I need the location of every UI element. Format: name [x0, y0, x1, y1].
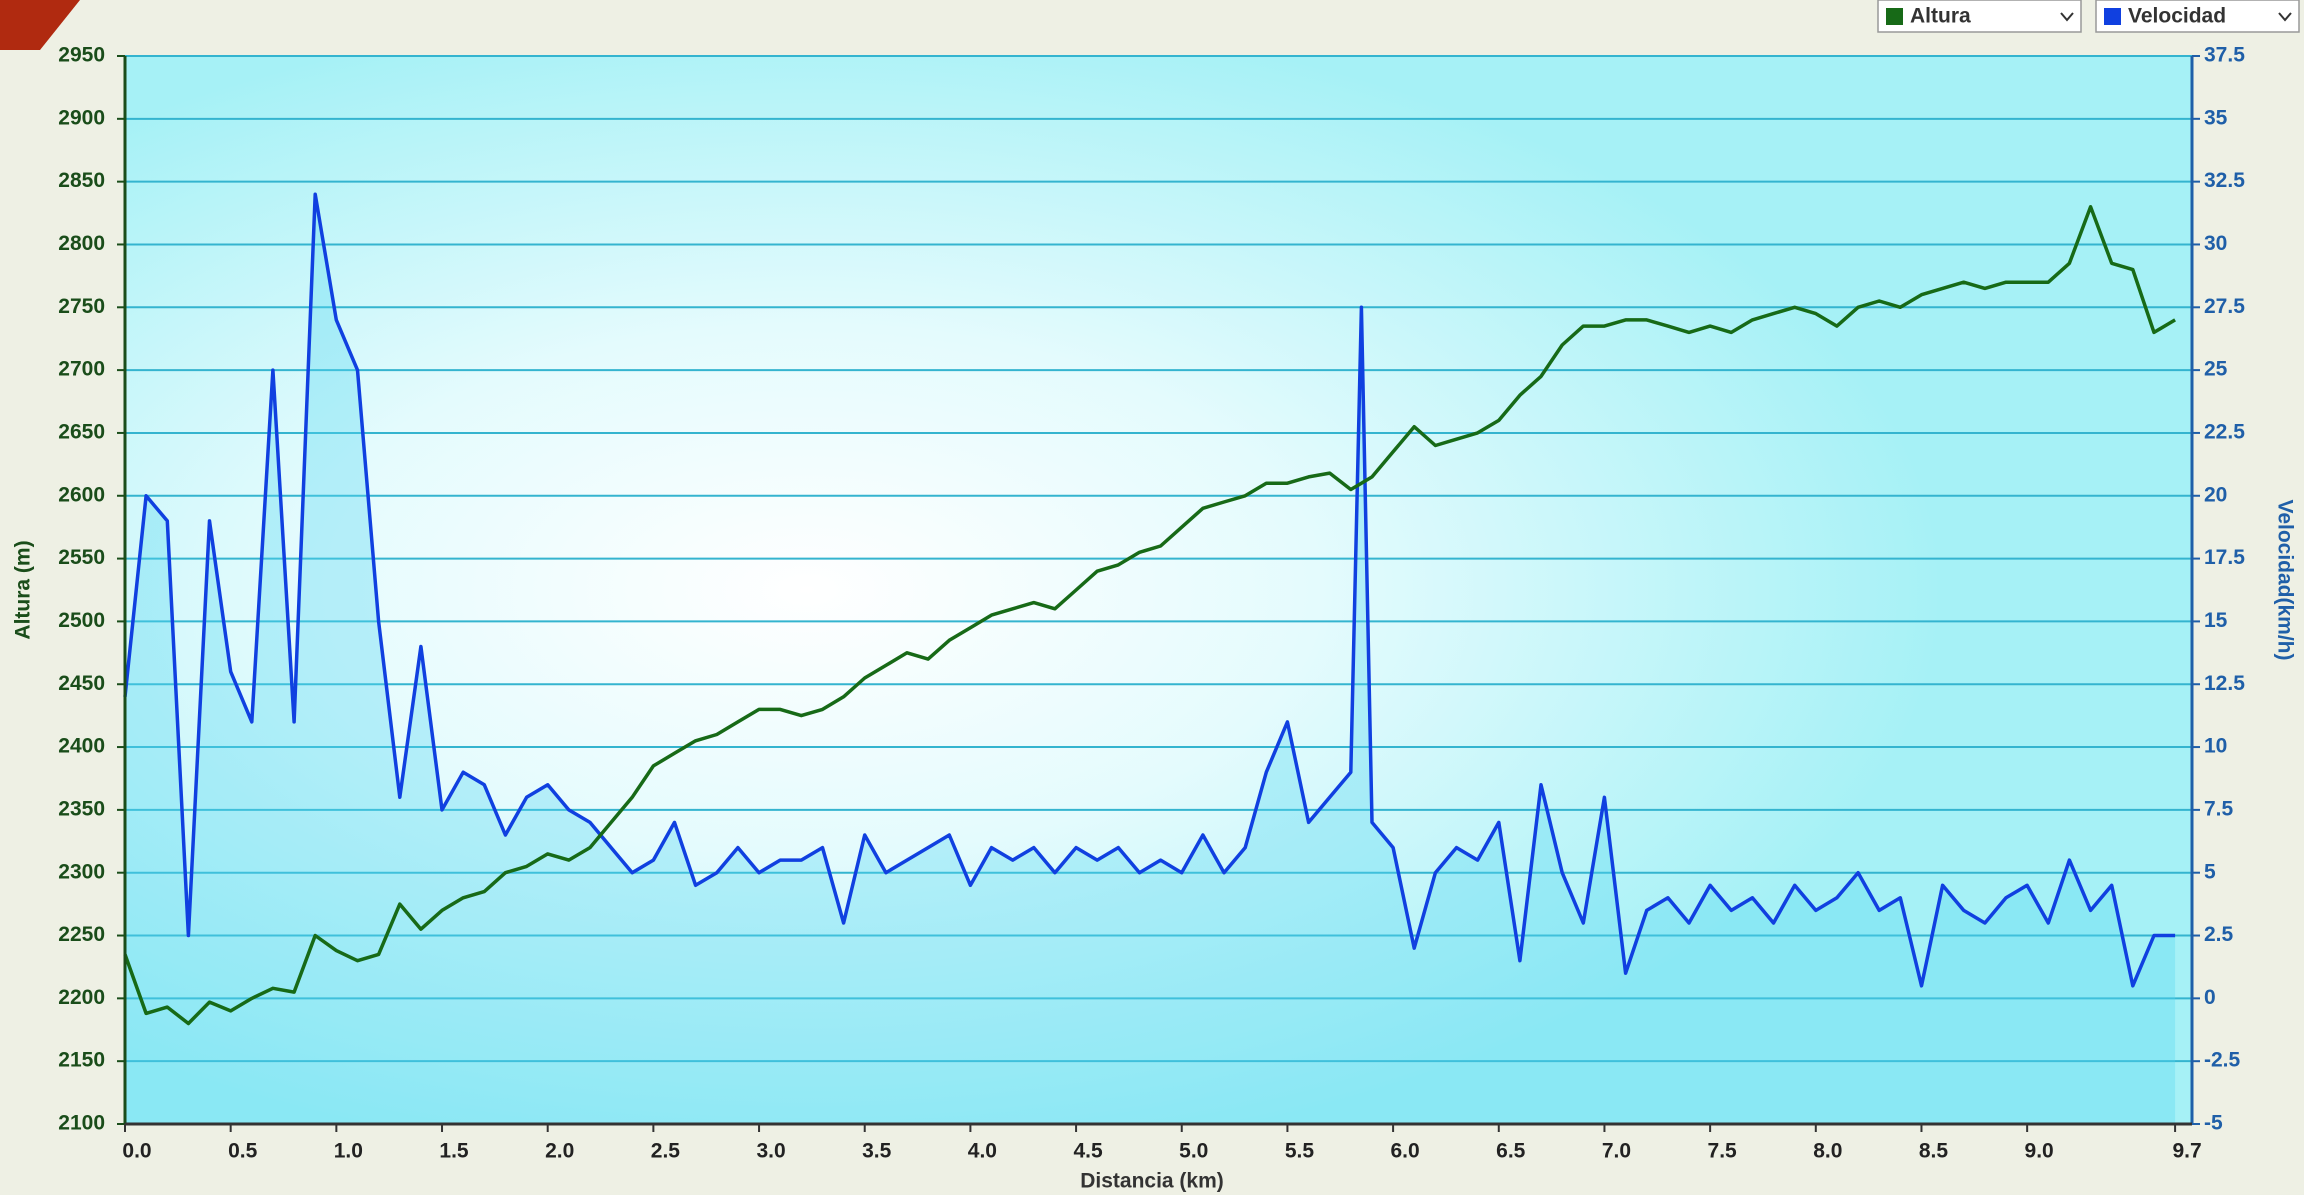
y2-tick-label: -2.5 — [2204, 1049, 2241, 1072]
y-tick-label: 2700 — [58, 358, 105, 381]
dropdown-box[interactable] — [1877, 0, 2082, 33]
legend-swatch — [1886, 8, 1903, 25]
x-tick-label: 2.0 — [545, 1140, 574, 1163]
x-tick-label: 4.0 — [968, 1140, 997, 1163]
y-tick-label: 2550 — [58, 546, 105, 569]
x-tick-label: 4.5 — [1073, 1140, 1103, 1163]
x-tick-label: 0.0 — [122, 1140, 151, 1163]
area — [125, 194, 2176, 1124]
y2-tick-label: 32.5 — [2204, 169, 2245, 192]
x-tick-label: 0.5 — [228, 1140, 258, 1163]
corner-decoration — [0, 0, 80, 50]
y-tick-label: 2350 — [58, 797, 105, 820]
x-tick-label: 8.0 — [1813, 1140, 1842, 1163]
y2-axis-label: Velocidad(km/h) — [2273, 499, 2296, 660]
y2-tick-label: 17.5 — [2204, 546, 2245, 569]
line — [123, 192, 2176, 988]
x-tick-label: 9.0 — [2025, 1140, 2054, 1163]
y2-tick-label: 27.5 — [2204, 295, 2245, 318]
y2-tick-label: 35 — [2204, 106, 2228, 129]
dropdown-box[interactable] — [2095, 0, 2300, 33]
y-axis-label: Altura (m) — [12, 540, 35, 639]
y2-tick-label: 20 — [2204, 483, 2227, 506]
x-tick-label: 8.5 — [1919, 1140, 1949, 1163]
x-tick-label: 3.5 — [862, 1140, 892, 1163]
legend-dropdown[interactable]: Velocidad — [2095, 0, 2300, 33]
y-tick-label: 2800 — [58, 232, 105, 255]
y-tick-label: 2900 — [58, 106, 105, 129]
x-tick-label: 9.7 — [2172, 1140, 2201, 1163]
x-tick-label: 5.5 — [1285, 1140, 1315, 1163]
marks — [123, 192, 2176, 1124]
y2-tick-label: 0 — [2204, 986, 2216, 1009]
y-tick-label: 2500 — [58, 609, 105, 632]
y2-tick-label: 22.5 — [2204, 420, 2245, 443]
x-tick-label: 1.5 — [439, 1140, 469, 1163]
y2-tick-label: 2.5 — [2204, 923, 2234, 946]
legend-dropdown[interactable]: Altura — [1877, 0, 2082, 33]
x-tick-label: 7.0 — [1602, 1140, 1631, 1163]
legend-label: Altura — [1910, 5, 1971, 28]
legend-label: Velocidad — [2128, 5, 2226, 28]
plot-area — [125, 56, 2192, 1124]
legend-swatch — [2104, 8, 2121, 25]
x-tick-label: 1.0 — [334, 1140, 363, 1163]
y-tick-label: 2300 — [58, 860, 105, 883]
y2-tick-label: -5 — [2204, 1112, 2223, 1135]
y-tick-label: 2600 — [58, 483, 105, 506]
y-tick-label: 2250 — [58, 923, 105, 946]
x-axis-label: Distancia (km) — [1080, 1170, 1224, 1193]
axes: 2100215022002250230023502400245025002550… — [58, 44, 2245, 1163]
grid — [125, 55, 2192, 1125]
y2-tick-label: 30 — [2204, 232, 2227, 255]
x-tick-label: 3.0 — [756, 1140, 785, 1163]
y-tick-label: 2750 — [58, 295, 105, 318]
y-tick-label: 2100 — [58, 1112, 105, 1135]
y-tick-label: 2850 — [58, 169, 105, 192]
dropdown-arrow — [2278, 12, 2292, 22]
y2-tick-label: 10 — [2204, 735, 2227, 758]
y2-tick-label: 25 — [2204, 358, 2228, 381]
y2-tick-label: 15 — [2204, 609, 2228, 632]
y2-tick-label: 37.5 — [2204, 44, 2245, 67]
y2-tick-label: 12.5 — [2204, 672, 2245, 695]
x-tick-label: 7.5 — [1708, 1140, 1738, 1163]
line — [123, 205, 2176, 1026]
y-tick-label: 2200 — [58, 986, 105, 1009]
dropdown-arrow — [2060, 12, 2074, 22]
legend: Altura Velocidad — [1877, 0, 2300, 33]
y-tick-label: 2400 — [58, 735, 105, 758]
x-tick-label: 5.0 — [1179, 1140, 1208, 1163]
y-tick-label: 2950 — [58, 44, 105, 67]
y-tick-label: 2150 — [58, 1049, 105, 1072]
x-tick-label: 6.5 — [1496, 1140, 1526, 1163]
y-tick-label: 2450 — [58, 672, 105, 695]
y-tick-label: 2650 — [58, 420, 105, 443]
y2-tick-label: 7.5 — [2204, 797, 2234, 820]
x-tick-label: 2.5 — [651, 1140, 681, 1163]
x-tick-label: 6.0 — [1390, 1140, 1419, 1163]
y2-tick-label: 5 — [2204, 860, 2216, 883]
